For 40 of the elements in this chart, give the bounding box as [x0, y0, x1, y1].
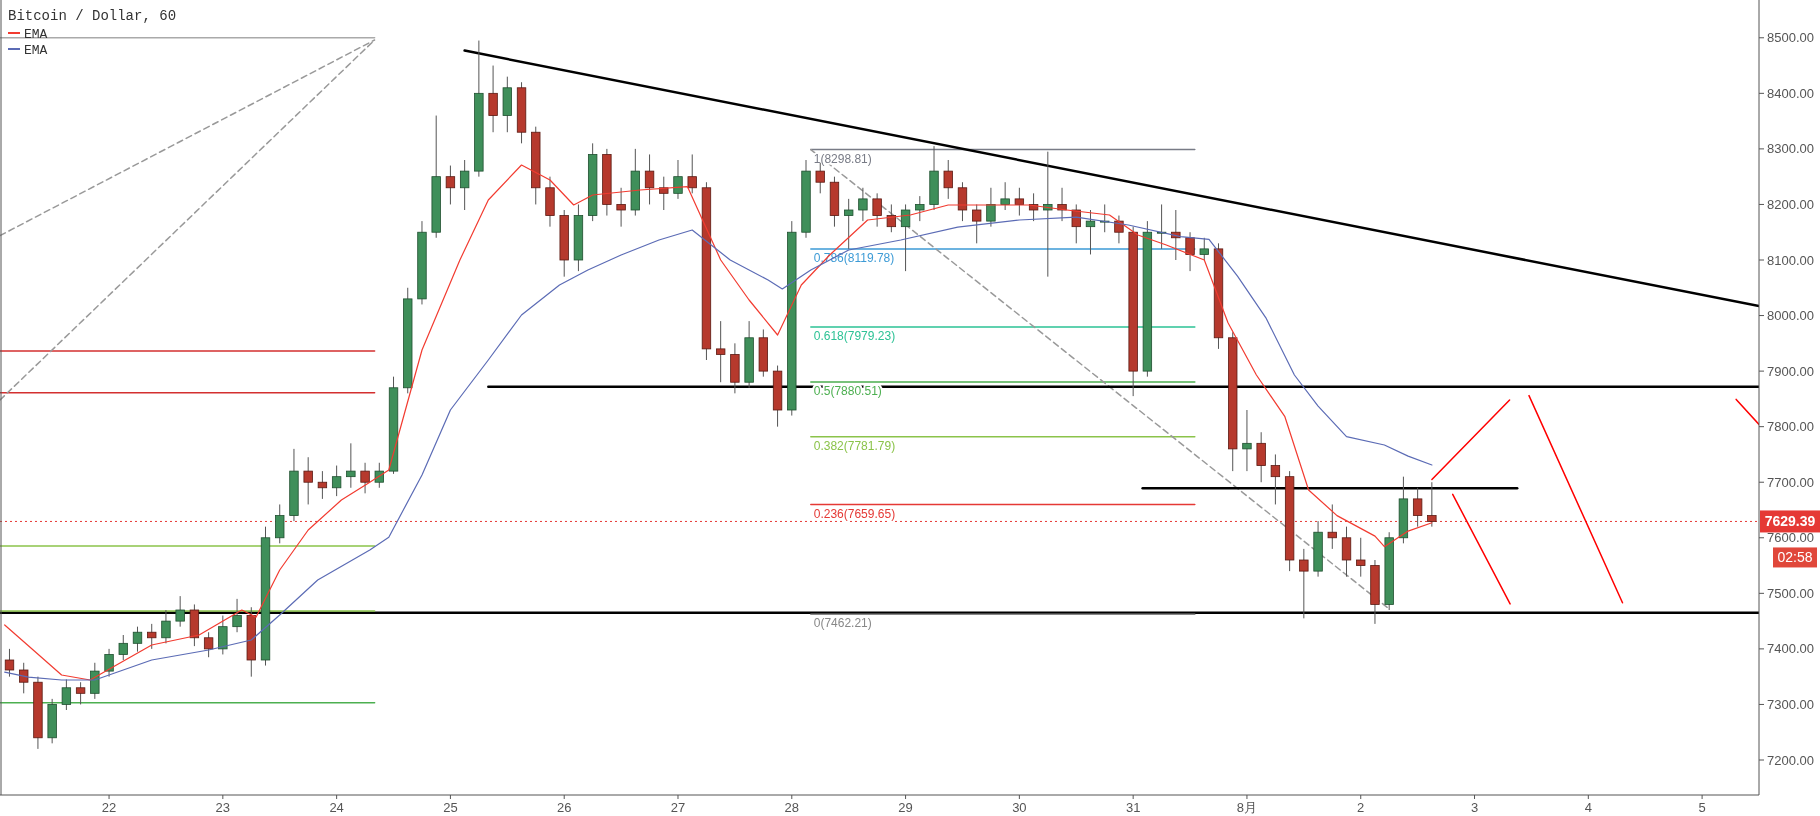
text: 02:58 [1777, 549, 1813, 566]
x-tick-label: 24 [329, 800, 344, 815]
y-tick-label: 8400.00 [1767, 85, 1814, 101]
x-tick-label: 30 [1012, 800, 1027, 815]
y-tick-label: 7300.00 [1767, 696, 1814, 712]
ref-line-label: 7629.39 [1764, 513, 1816, 530]
x-tick-label: 4 [1584, 800, 1592, 815]
annotation: 0.5(7880.51) [813, 383, 882, 398]
legend-label: EMA [24, 43, 48, 58]
y-tick-label: 8300.00 [1767, 141, 1814, 157]
annotation: 0.382(7781.79) [813, 438, 896, 453]
x-tick-label: 8月 [1236, 800, 1258, 815]
y-tick-label: 8100.00 [1767, 252, 1814, 268]
annotation: 0(7462.21) [813, 616, 872, 631]
x-tick-label: 3 [1470, 800, 1479, 815]
x-tick-label: 23 [215, 800, 231, 815]
annotation: 0.618(7979.23) [813, 329, 896, 344]
x-tick-label: 2 [1357, 800, 1365, 815]
x-tick-label: 28 [784, 800, 800, 815]
annotation: 0.236(7659.65) [813, 506, 896, 521]
legend-label: EMA [24, 27, 48, 42]
y-tick-label: 7200.00 [1767, 752, 1814, 768]
y-tick-label: 8500.00 [1767, 30, 1814, 46]
x-tick-label: 27 [670, 800, 686, 815]
y-tick-label: 7400.00 [1767, 641, 1814, 657]
x-tick-label: 26 [556, 800, 572, 815]
x-tick-label: 25 [443, 800, 458, 815]
y-tick-label: 8200.00 [1767, 196, 1814, 212]
y-tick-label: 7500.00 [1767, 585, 1814, 601]
x-tick-label: 29 [898, 800, 913, 815]
text: Bitcoin / Dollar, 60 [8, 8, 177, 24]
y-tick-label: 8000.00 [1767, 308, 1814, 324]
x-tick-label: 22 [101, 800, 117, 815]
x-tick-label: 5 [1698, 800, 1706, 815]
x-tick-label: 31 [1125, 800, 1141, 815]
annotation: 1(8298.81) [813, 151, 872, 166]
y-tick-label: 7700.00 [1767, 474, 1814, 490]
y-tick-label: 7900.00 [1767, 363, 1814, 379]
y-tick-label: 7800.00 [1767, 419, 1814, 435]
y-tick-label: 7600.00 [1767, 530, 1814, 546]
